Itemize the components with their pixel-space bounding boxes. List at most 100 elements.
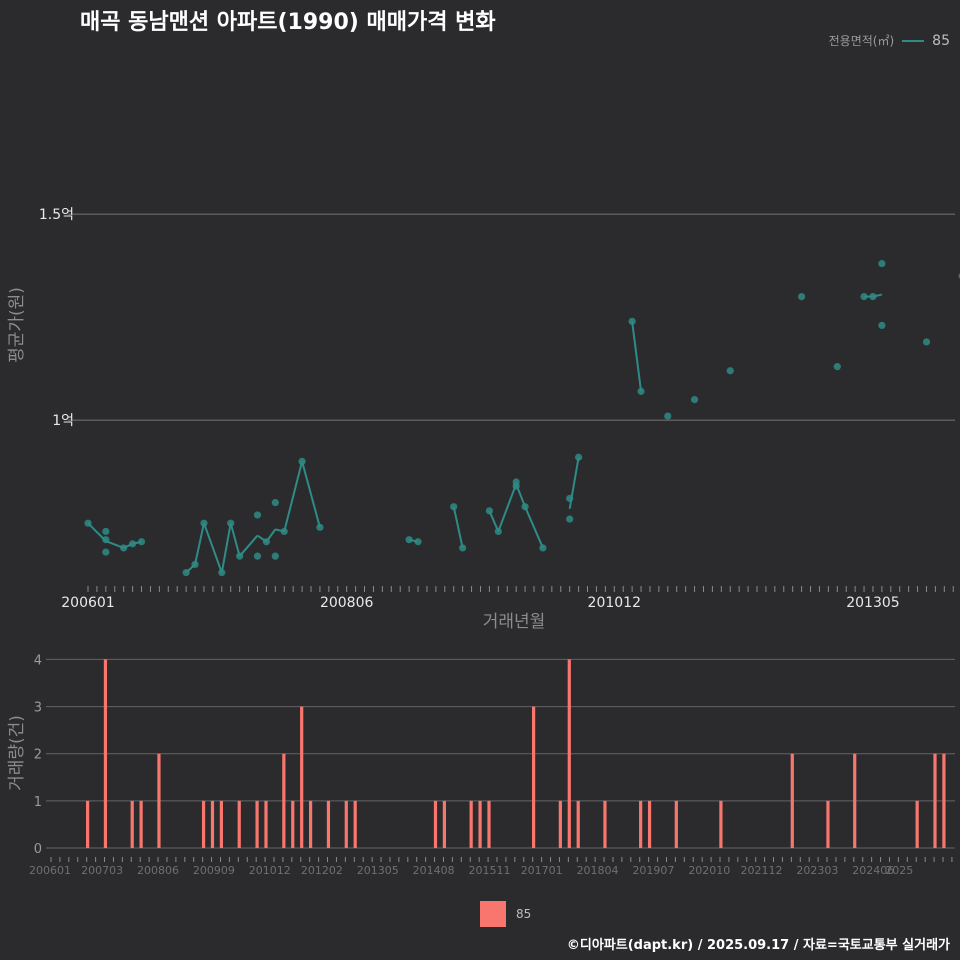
volume-legend-item: 85 [516, 907, 532, 921]
volume-bar [567, 659, 571, 848]
volume-bar [237, 800, 241, 848]
volume-x-tick-label: 202010 [688, 864, 730, 877]
price-point [129, 540, 137, 548]
price-point [664, 412, 672, 420]
volume-x-tick-label: 201305 [357, 864, 399, 877]
price-point [878, 321, 886, 330]
price-x-axis-title: 거래년월 [483, 612, 546, 632]
volume-bar [291, 800, 295, 848]
volume-bar [487, 800, 491, 848]
volume-bar [639, 800, 643, 848]
price-y-tick-label: 1억 [52, 413, 74, 429]
price-trend-segment [220, 523, 232, 573]
price-point [726, 367, 734, 375]
volume-bar [532, 706, 536, 848]
volume-bar [300, 706, 304, 848]
price-point [102, 527, 110, 536]
price-point [227, 519, 235, 527]
price-legend-line-swatch [902, 39, 925, 42]
price-point [494, 527, 502, 536]
volume-y-tick-label: 4 [34, 653, 42, 668]
volume-bar [201, 800, 206, 848]
price-point [271, 499, 279, 507]
price-point [833, 363, 841, 371]
price-point [253, 511, 262, 519]
price-point [182, 569, 190, 577]
price-point [575, 453, 583, 461]
volume-bar [353, 800, 357, 848]
volume-x-tick-label: 202303 [796, 864, 838, 877]
volume-x-tick-label: 201511 [469, 864, 511, 877]
price-trend-segment [497, 483, 518, 532]
price-point [922, 338, 931, 346]
volume-bar [130, 800, 134, 848]
volume-bar [915, 800, 919, 848]
volume-bar [103, 659, 108, 848]
price-point [298, 457, 306, 465]
volume-bar [255, 800, 259, 848]
price-point [485, 507, 493, 515]
price-point [450, 503, 458, 511]
price-x-tick-label: 201012 [588, 595, 641, 611]
volume-bar [326, 800, 331, 848]
price-trend-segment [524, 506, 544, 549]
price-point [637, 387, 645, 395]
price-legend: 전용면적(㎡) 85 [829, 32, 950, 49]
volume-bar [942, 753, 946, 848]
price-trend-segment [488, 510, 500, 532]
volume-bar [139, 800, 143, 848]
price-trend-segment [631, 321, 643, 392]
price-point [628, 317, 636, 325]
price-point [690, 396, 699, 404]
volume-bar [219, 800, 223, 848]
volume-x-tick-label: 200703 [81, 864, 123, 877]
source-caption: ©디아파트(dapt.kr) / 2025.09.17 / 자료=국토교통부 실… [566, 938, 950, 953]
volume-bar [344, 800, 348, 848]
volume-bar [478, 800, 482, 848]
volume-bar [442, 800, 446, 848]
price-point [253, 552, 262, 560]
price-trend-segment [301, 461, 321, 528]
price-point [271, 552, 279, 560]
volume-x-tick-label: 200806 [137, 864, 179, 877]
price-point [566, 494, 574, 503]
price-point [878, 260, 886, 268]
price-point [566, 515, 574, 523]
volume-bar [558, 800, 562, 848]
volume-y-tick-label: 2 [34, 748, 42, 763]
volume-bar [576, 800, 580, 848]
volume-y-tick-label: 0 [34, 842, 42, 857]
volume-bar [282, 753, 286, 848]
price-legend-title: 전용면적(㎡) [828, 34, 895, 48]
price-point [869, 293, 877, 301]
price-point [860, 293, 868, 301]
price-point [120, 544, 128, 552]
chart-title: 매곡 동남맨션 아파트(1990) 매매가격 변화 [80, 10, 496, 35]
volume-bar [853, 753, 857, 848]
price-trend-segment [238, 534, 259, 557]
price-trend-segment [203, 522, 223, 573]
price-point [798, 293, 806, 301]
price-point [102, 536, 110, 544]
price-point [521, 503, 529, 511]
volume-bar [933, 753, 937, 848]
price-point [102, 548, 110, 556]
price-point [405, 536, 413, 544]
volume-x-tick-label: 201202 [301, 864, 343, 877]
volume-x-tick-label: 200909 [193, 864, 235, 877]
price-point [236, 552, 244, 560]
price-point [414, 538, 422, 546]
volume-bar [157, 753, 161, 848]
volume-bar [210, 800, 215, 848]
price-point [280, 527, 288, 536]
price-point [200, 519, 208, 527]
price-x-tick-label: 200806 [320, 595, 374, 611]
volume-bar [86, 800, 90, 848]
price-x-tick-label: 201305 [846, 595, 899, 611]
price-trend-segment [452, 506, 464, 549]
volume-bar [647, 800, 652, 848]
price-point [218, 569, 226, 577]
volume-legend: 85 [480, 901, 531, 927]
price-point [191, 560, 199, 569]
volume-bar [264, 800, 268, 848]
